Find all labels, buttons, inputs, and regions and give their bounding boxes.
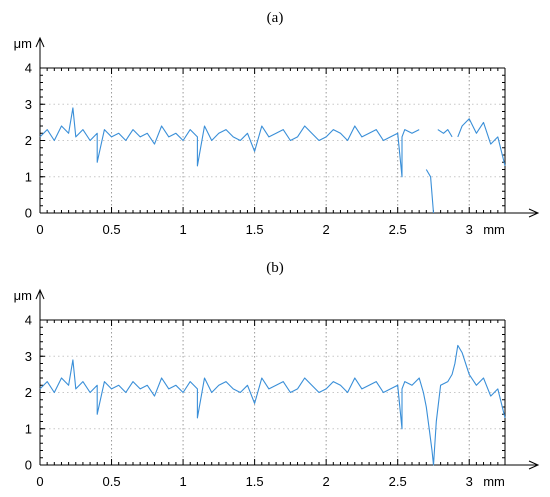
series-line-0 [39, 344, 506, 466]
chart-panel-b: (b) μm 0 1 2 3 4 0 0.5 1 1.5 2 2.5 3 mm [14, 260, 540, 489]
y-tick-label: 0 [25, 206, 32, 221]
x-tick-label: 2.5 [389, 222, 407, 237]
panel-label: (a) [267, 10, 284, 26]
x-tick-label: 1.5 [246, 474, 264, 489]
x-tick-label: 0 [36, 474, 43, 489]
y-tick-label: 4 [25, 313, 32, 328]
y-unit-label: μm [14, 288, 32, 303]
chart-panel-a: (a) μm 0 1 2 3 4 0 0.5 1 1.5 2 2.5 3 mm [14, 10, 540, 237]
x-tick-label: 2 [323, 474, 330, 489]
x-tick-label: 0 [36, 222, 43, 237]
x-tick-label: 1 [179, 474, 186, 489]
x-tick-label: 2.5 [389, 474, 407, 489]
x-tick-label: 1.5 [246, 222, 264, 237]
panel-label: (b) [266, 260, 284, 276]
x-tick-label: 0.5 [102, 474, 120, 489]
y-tick-label: 0 [25, 458, 32, 473]
y-tick-label: 1 [25, 169, 32, 184]
y-axis-arrow [35, 36, 45, 48]
y-tick-label: 3 [25, 97, 32, 112]
y-unit-label: μm [14, 36, 32, 51]
x-tick-label: 1 [179, 222, 186, 237]
x-axis-arrow [528, 460, 540, 470]
y-tick-label: 4 [25, 61, 32, 76]
x-tick-label: 3 [466, 222, 473, 237]
y-tick-label: 3 [25, 349, 32, 364]
y-tick-label: 1 [25, 421, 32, 436]
x-unit-label: mm [483, 222, 505, 237]
x-unit-label: mm [483, 474, 505, 489]
y-axis-arrow [35, 288, 45, 300]
y-tick-label: 2 [25, 385, 32, 400]
series-line-0 [39, 107, 506, 214]
x-tick-label: 0.5 [102, 222, 120, 237]
x-tick-label: 2 [323, 222, 330, 237]
x-tick-label: 3 [466, 474, 473, 489]
x-axis-arrow [528, 208, 540, 218]
y-tick-label: 2 [25, 133, 32, 148]
